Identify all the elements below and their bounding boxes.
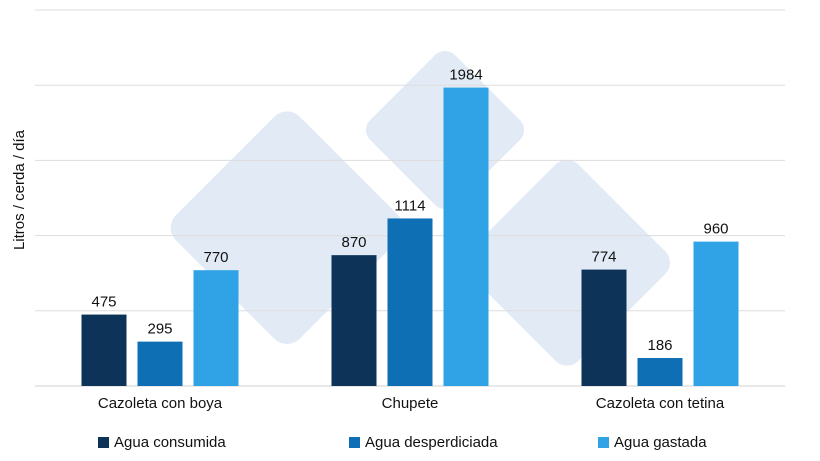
legend: Agua consumida Agua desperdiciada Agua gas…	[98, 434, 707, 451]
x-tick-label: Chupete	[382, 395, 439, 412]
bar-2-1	[137, 341, 183, 386]
legend-label: Agua gastada	[614, 434, 707, 451]
data-label: 770	[203, 249, 228, 266]
bar-3-1	[193, 270, 239, 386]
data-label: 960	[703, 221, 728, 238]
bar-3-2	[443, 87, 489, 387]
legend-label: Agua desperdiciada	[365, 434, 498, 451]
bar-1-1	[81, 314, 127, 386]
legend-swatch	[98, 437, 109, 448]
data-label: 774	[591, 249, 616, 266]
data-labels-group: 475 295 770 870 1114 1984 774 186 960	[91, 67, 728, 354]
x-tick-labels: Cazoleta con boya Chupete Cazoleta con tet…	[98, 395, 725, 412]
bar-3-3	[693, 241, 739, 386]
data-label: 1114	[394, 197, 425, 214]
x-tick-label: Cazoleta con tetina	[596, 395, 725, 412]
y-axis-title: Litros / cerda / día	[11, 129, 28, 250]
legend-swatch	[349, 437, 360, 448]
data-label: 295	[147, 321, 172, 338]
legend-label: Agua consumida	[114, 434, 226, 451]
bar-1-2	[331, 255, 377, 386]
watermark-diamond-right	[464, 159, 670, 366]
bars-group	[81, 87, 739, 387]
bar-2-3	[637, 358, 683, 386]
legend-swatch	[598, 437, 609, 448]
bar-2-2	[387, 218, 433, 386]
data-label: 475	[91, 294, 116, 311]
data-label: 1984	[449, 67, 482, 84]
x-tick-label: Cazoleta con boya	[98, 395, 223, 412]
data-label: 186	[647, 337, 672, 354]
data-label: 870	[341, 234, 366, 251]
bar-1-3	[581, 269, 627, 386]
